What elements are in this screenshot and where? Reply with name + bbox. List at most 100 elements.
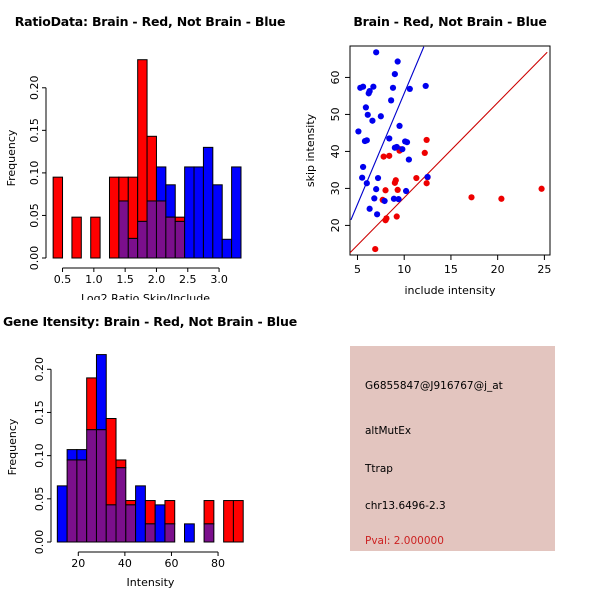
histogram-bar [223,500,234,543]
scatter-point [423,180,430,187]
histogram-bar [193,166,204,259]
y-tick-label: 0.05 [33,487,46,512]
pval-text: Pval: 2.000000 [365,535,444,547]
probe-info-panel: G6855847@J916767@j_at altMutEx Ttrap chr… [300,300,600,600]
histogram-bar-overlap [118,200,129,259]
intensity-scatter-panel: Brain - Red, Not Brain - Blue 5 10 15 20 25 2… [300,0,600,300]
histogram-bar [66,449,78,461]
scatter-point [386,135,393,142]
scatter-point [369,117,376,124]
scatter-content [350,46,548,254]
scatter-point [424,173,431,181]
histogram-bar [221,238,233,259]
x-axis-label: Log2 Ratio Skip/Include [81,292,210,300]
histogram-bar [184,523,195,543]
scatter-point [468,194,475,201]
histogram-bar-overlap [164,523,176,543]
y-axis-label: Frequency [5,129,18,186]
histogram-bar [174,216,186,222]
scatter-point [373,186,380,193]
scatter-point [393,143,400,151]
reference-line-blue-diagonal [350,46,425,221]
x-tick-label: 0.5 [54,273,72,286]
x-tick-label: 5 [354,263,361,276]
histogram-bar [56,485,68,543]
histogram-bar [52,176,64,259]
scatter-point [422,82,429,90]
y-tick-label: 0.15 [33,400,46,425]
histogram-bar-overlap [165,216,176,259]
histogram-bar [86,377,97,431]
y-tick-label: 30 [329,181,342,195]
histogram-bar-overlap [155,200,167,259]
scatter-point [421,149,428,157]
scatter-point [395,196,402,203]
scatter-point [377,113,384,120]
histogram-bar [212,184,223,259]
histogram-bars [56,354,244,543]
histogram-bar [90,216,101,259]
gene-intensity-histogram-title: Gene Itensity: Brain - Red, Not Brain - … [3,314,297,329]
ratio-histogram-title: RatioData: Brain - Red, Not Brain - Blue [14,14,286,29]
histogram-bar-overlap [76,459,88,543]
scatter-point [423,136,430,144]
x-tick-label: 10 [397,263,411,276]
x-tick-label: 40 [118,557,132,570]
histogram-bar [231,166,242,259]
scatter-point [364,111,371,118]
histogram-bar [118,176,129,202]
histogram-bar [164,500,176,525]
histogram-bar-overlap [66,459,78,543]
y-tick-label: 40 [329,144,342,158]
scatter-point [396,122,403,130]
axes: 0.00 0.05 0.10 0.15 0.20 0.5 1.0 1.5 2.0 2.5 3.0Lo… [5,76,228,300]
scatter-point [374,211,381,218]
histogram-bar [137,59,148,222]
scatter-point [380,153,387,160]
scatter-point [413,174,420,182]
histogram-bar-overlap [86,429,97,543]
probe-id-text: G6855847@J916767@j_at [365,380,503,392]
histogram-bar [95,354,107,431]
x-tick-label: 15 [444,263,458,276]
scatter-point [373,49,380,56]
y-tick-label: 0.00 [28,246,41,271]
histogram-bar-overlap [105,504,117,543]
scatter-point [392,177,399,184]
x-tick-label: 25 [537,263,551,276]
axes: 5 10 15 20 25 20 30 40 50 60 include intensity skip… [304,45,551,297]
ratio-histogram-svg: 0.00 0.05 0.10 0.15 0.20 0.5 1.0 1.5 2.0 2.5 3.0Lo… [5,59,242,300]
scatter-point [399,146,406,153]
scatter-point [362,104,369,111]
histogram-bars [52,59,242,259]
histogram-bar [108,176,120,259]
histogram-bar [232,500,244,543]
histogram-bar [125,500,137,506]
x-axis-label: include intensity [404,284,496,297]
x-tick-label: 1.0 [85,273,103,286]
x-tick-label: 2.0 [148,273,166,286]
histogram-bar [144,500,156,525]
x-tick-label: 80 [211,557,225,570]
scatter-point [366,205,373,212]
scatter-point [359,83,367,90]
histogram-bar-overlap [144,523,156,543]
y-tick-label: 50 [329,107,342,121]
gene-symbol-text: Ttrap [365,463,393,475]
probe-info-box: G6855847@J916767@j_at altMutEx Ttrap chr… [350,346,555,551]
y-tick-label: 0.10 [33,443,46,468]
x-tick-label: 60 [164,557,178,570]
scatter-point [361,137,369,145]
scatter-point [371,195,378,202]
histogram-bar [76,449,88,461]
scatter-point [498,195,505,202]
gene-intensity-histogram-svg: 0.00 0.05 0.10 0.15 0.20 20 40 60 80 Intensity Fre… [6,354,244,589]
y-tick-label: 0.20 [28,76,41,101]
ratio-histogram-panel: RatioData: Brain - Red, Not Brain - Blue… [0,0,300,300]
scatter-point [403,139,411,146]
scatter-point [538,185,545,192]
y-tick-label: 60 [329,70,342,84]
scatter-point [366,88,373,95]
scatter-point [374,174,382,182]
scatter-point [390,195,398,202]
